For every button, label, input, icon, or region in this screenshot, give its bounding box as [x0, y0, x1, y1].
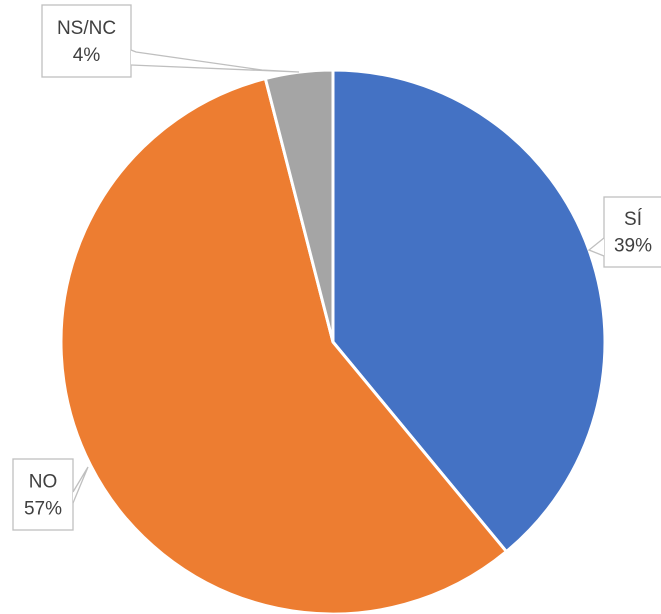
- callout-box: [603, 196, 661, 268]
- slice-value-label: 4%: [73, 45, 101, 66]
- data-label-no: NO 57%: [12, 458, 89, 531]
- callout-box: [41, 4, 132, 78]
- slice-value-label: 39%: [614, 236, 652, 257]
- slice-value-label: 57%: [24, 498, 62, 519]
- slice-label: NO: [29, 471, 58, 492]
- pie-slices: [59, 68, 607, 614]
- data-label-ns-nc: NS/NC 4%: [41, 4, 300, 78]
- slice-label: NS/NC: [57, 18, 116, 39]
- callout-leader: [130, 49, 300, 73]
- pie-slice-no: [59, 77, 508, 614]
- data-label-callouts: SÍ 39% NO 57% NS/NC 4%: [12, 4, 661, 531]
- slice-label: SÍ: [624, 209, 643, 230]
- callout-leader: [587, 237, 605, 257]
- data-label-si: SÍ 39%: [587, 196, 661, 268]
- callout-leader: [72, 466, 89, 504]
